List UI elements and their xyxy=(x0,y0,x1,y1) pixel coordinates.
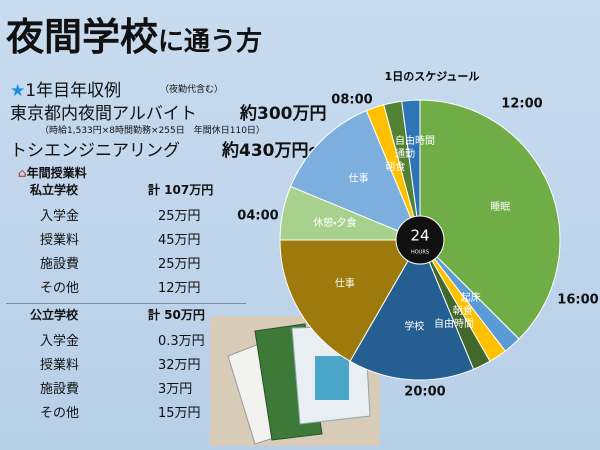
fee-amount: 25万円 xyxy=(158,257,201,272)
clock-label: 12:00 xyxy=(501,97,542,112)
clock-label: 08:00 xyxy=(331,93,372,108)
fee-amount: 12万円 xyxy=(158,281,201,296)
tuition-heading-text: 年間授業料 xyxy=(26,166,87,180)
income-heading-note: （夜勤代含む） xyxy=(160,85,224,95)
tuition-heading: ⌂年間授業料 xyxy=(18,164,87,181)
slice-label: 起床 xyxy=(461,292,481,304)
fee-label: 施設費 xyxy=(40,382,80,397)
clock-label: 20:00 xyxy=(404,385,445,400)
fee-amount: 25万円 xyxy=(158,209,201,224)
chart-title: 1日のスケジュール xyxy=(385,70,480,83)
fee-amount: 15万円 xyxy=(158,406,201,421)
fee-label: その他 xyxy=(40,406,80,421)
income-amount: 約300万円 xyxy=(240,104,327,124)
slice-label: 自由時間 xyxy=(395,134,435,147)
slice-label: 休憩・夕食 xyxy=(313,216,356,229)
center-unit: HOURS xyxy=(411,250,429,256)
slice-label: 仕事 xyxy=(349,172,369,185)
fee-label: 授業料 xyxy=(40,358,80,373)
slice-label: 睡眠 xyxy=(490,200,510,213)
pie-slice xyxy=(279,239,421,362)
center-circle xyxy=(395,215,445,265)
fee-amount: 0.3万円 xyxy=(158,334,205,349)
slice-label: 自由時間 xyxy=(434,317,474,330)
fee-label: 授業料 xyxy=(40,233,80,248)
title-main: 夜間学校 xyxy=(6,15,159,59)
fee-amount: 45万円 xyxy=(158,233,201,248)
school-name: 公立学校 xyxy=(30,308,79,322)
divider xyxy=(6,303,246,304)
title: 夜間学校に通う方 xyxy=(6,6,262,61)
center-value: 24 xyxy=(410,227,429,245)
fee-amount: 3万円 xyxy=(158,382,193,397)
pie-slice xyxy=(419,99,561,340)
star-icon: ★ xyxy=(10,81,26,101)
school-total: 計 50万円 xyxy=(148,308,205,322)
slice-label: 学校 xyxy=(404,320,424,333)
income-heading: ★1年目年収例 xyxy=(10,76,121,101)
house-icon: ⌂ xyxy=(18,166,27,180)
income-heading-text: 1年目年収例 xyxy=(25,81,122,101)
slice-label: 通勤 xyxy=(395,147,415,160)
pie-slice xyxy=(401,99,421,241)
pie-slice xyxy=(349,238,475,381)
fee-label: その他 xyxy=(40,281,80,296)
title-sub: に通う方 xyxy=(158,27,263,57)
income-label: トシエンジニアリング xyxy=(10,141,180,161)
slice-label: 朝食 xyxy=(453,305,473,317)
slice-label: 朝食 xyxy=(385,161,405,173)
school-total: 計 107万円 xyxy=(148,183,214,197)
pie-slice xyxy=(290,110,421,241)
book-cover-mark xyxy=(315,356,349,400)
clock-label: 16:00 xyxy=(557,293,598,308)
fee-amount: 32万円 xyxy=(158,358,201,373)
income-note: （時給1,533円×8時間勤務×255日 年間休日110日） xyxy=(40,126,265,136)
income-amount: 約430万円〜 xyxy=(222,141,326,161)
clock-label: 04:00 xyxy=(237,209,278,224)
fee-label: 入学金 xyxy=(40,209,80,224)
slice-label: 仕事 xyxy=(335,276,355,289)
fee-label: 施設費 xyxy=(40,257,80,272)
income-label: 東京都内夜間アルバイト xyxy=(10,104,197,124)
school-name: 私立学校 xyxy=(30,183,79,197)
fee-label: 入学金 xyxy=(40,334,80,349)
